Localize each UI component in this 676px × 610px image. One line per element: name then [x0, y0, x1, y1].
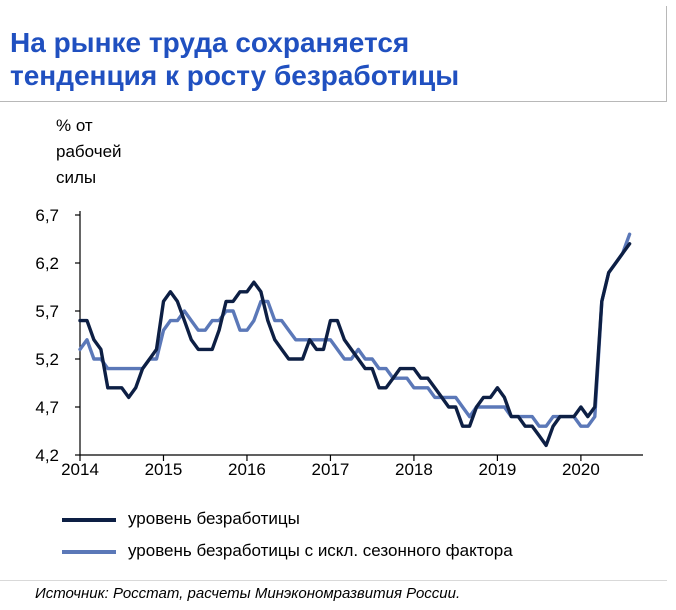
title-frame — [0, 6, 667, 102]
chart-title-line-1: На рынке труда сохраняется — [10, 27, 410, 58]
y-tick-label: 5,2 — [35, 350, 59, 369]
y-axis-label-line-3: силы — [56, 168, 97, 187]
y-tick-label: 6,2 — [35, 254, 59, 273]
y-tick-label: 4,2 — [35, 446, 59, 465]
y-tick-label: 4,7 — [35, 398, 59, 417]
x-tick-label: 2015 — [145, 460, 183, 479]
legend-label-seasonally-adjusted: уровень безработицы с искл. сезонного фа… — [128, 541, 513, 560]
x-tick-label: 2018 — [395, 460, 433, 479]
chart-title-line-2: тенденция к росту безработицы — [10, 60, 460, 91]
series-lines — [78, 232, 632, 448]
x-tick-label: 2020 — [562, 460, 600, 479]
y-axis-label-line-2: рабочей — [56, 142, 122, 161]
y-tick-label: 5,7 — [35, 302, 59, 321]
chart-title: На рынке труда сохраняется тенденция к р… — [10, 26, 650, 92]
y-axis-label-line-1: % от — [56, 116, 93, 135]
axes — [75, 211, 643, 461]
y-tick-label: 6,7 — [35, 206, 59, 225]
legend-label-unemployment: уровень безработицы — [128, 509, 300, 528]
series-line-seasonally-adjusted — [78, 232, 632, 428]
series-line-unemployment — [78, 242, 632, 448]
y-axis-label: % от рабочей силы — [56, 113, 122, 191]
legend-swatch-unemployment — [62, 518, 116, 522]
footer-divider — [0, 580, 667, 581]
x-tick-label: 2019 — [478, 460, 516, 479]
x-tick-label: 2017 — [312, 460, 350, 479]
legend-swatch-seasonally-adjusted — [62, 550, 116, 554]
source-note: Источник: Росстат, расчеты Минэкономразв… — [35, 585, 461, 602]
x-tick-label: 2014 — [61, 460, 99, 479]
x-tick-label: 2016 — [228, 460, 266, 479]
